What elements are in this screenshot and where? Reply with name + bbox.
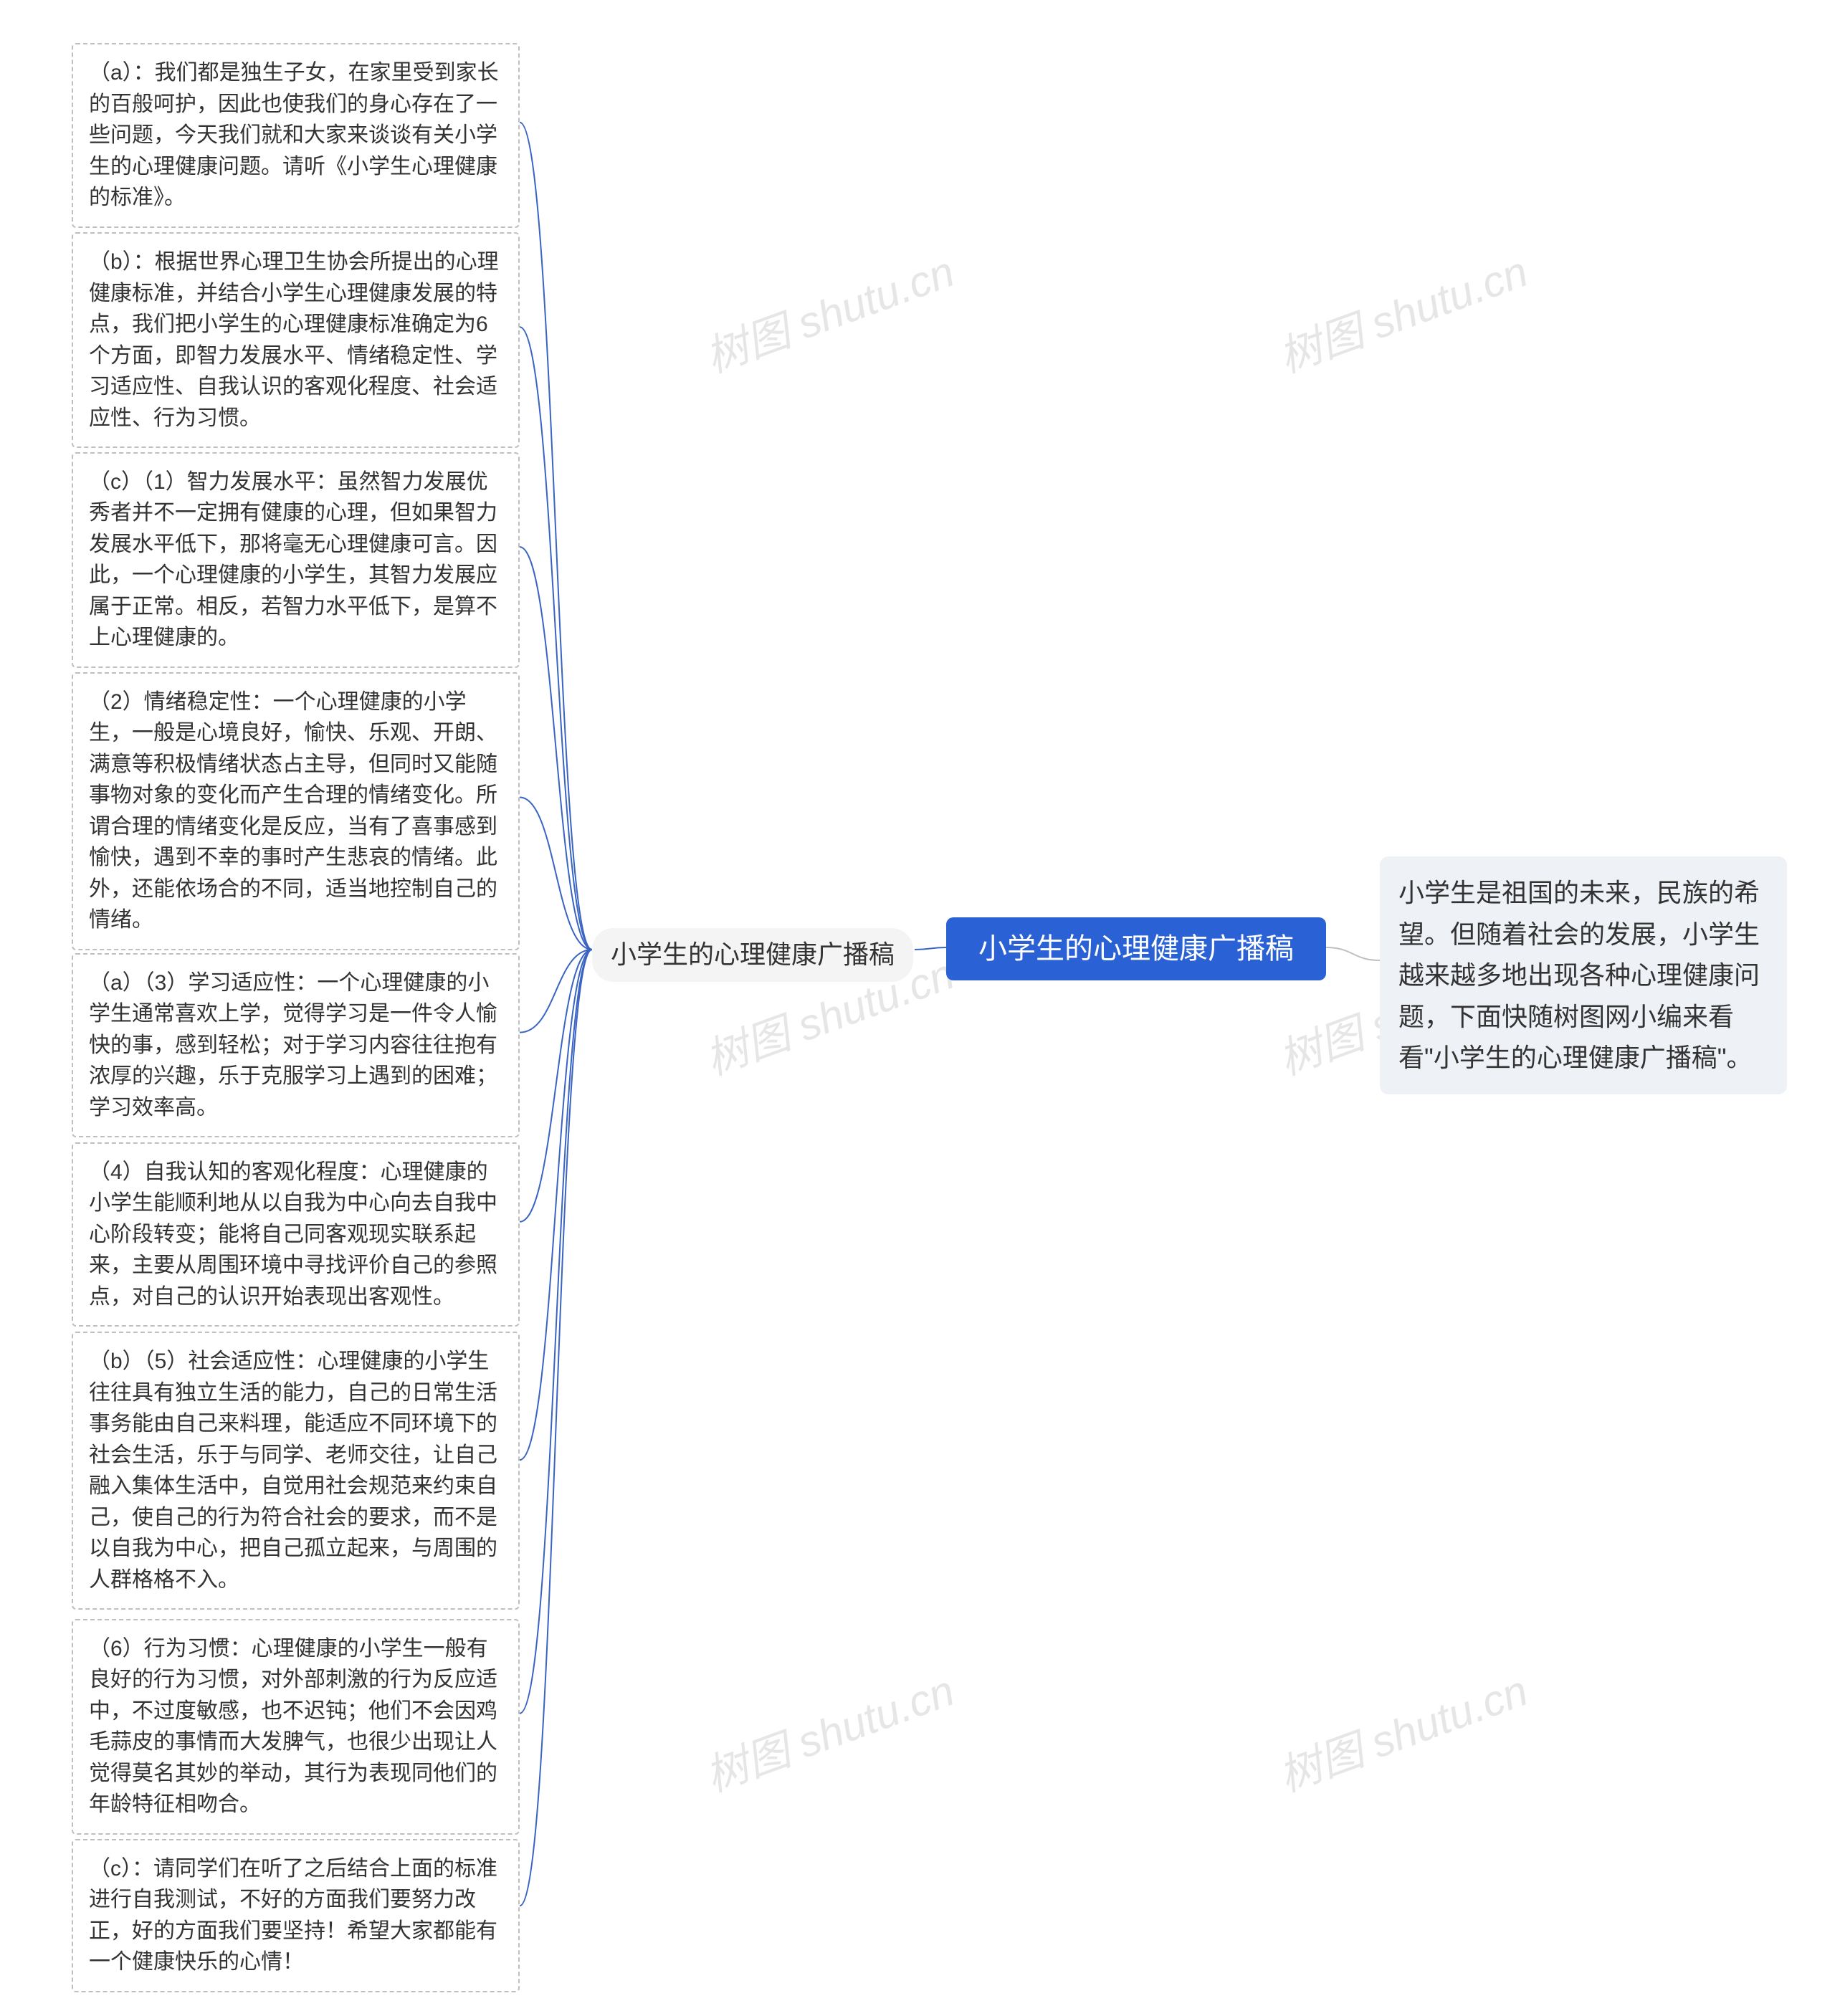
watermark: 树图 shutu.cn [695,1656,961,1804]
mid-node: 小学生的心理健康广播稿 [592,928,913,982]
leaf-node-b: （b）：根据世界心理卫生协会所提出的心理健康标准，并结合小学生心理健康发展的特点… [72,232,520,448]
leaf-node-c2: （2）情绪稳定性：一个心理健康的小学生，一般是心境良好，愉快、乐观、开朗、满意等… [72,672,520,950]
mindmap-canvas: 树图 shutu.cn 树图 shutu.cn 树图 shutu.cn 树图 shut… [0,0,1835,2016]
leaf-node-c1: （c）（1）智力发展水平：虽然智力发展优秀者并不一定拥有健康的心理，但如果智力发… [72,452,520,668]
leaf-node-d: （c）：请同学们在听了之后结合上面的标准进行自我测试，不好的方面我们要努力改正，… [72,1839,520,1992]
leaf-node-a: （a）：我们都是独生子女，在家里受到家长的百般呵护，因此也使我们的身心存在了一些… [72,43,520,228]
leaf-node-c6: （6）行为习惯：心理健康的小学生一般有良好的行为习惯，对外部刺激的行为反应适中，… [72,1619,520,1835]
center-node: 小学生的心理健康广播稿 [946,917,1326,980]
watermark: 树图 shutu.cn [1269,1656,1535,1804]
watermark: 树图 shutu.cn [695,237,961,385]
watermark: 树图 shutu.cn [1269,237,1535,385]
right-description: 小学生是祖国的未来，民族的希望。但随着社会的发展，小学生越来越多地出现各种心理健… [1380,856,1787,1094]
leaf-node-c3: （a）（3）学习适应性：一个心理健康的小学生通常喜欢上学，觉得学习是一件令人愉快… [72,953,520,1138]
leaf-node-c5: （b）（5）社会适应性：心理健康的小学生往往具有独立生活的能力，自己的日常生活事… [72,1332,520,1610]
leaf-node-c4: （4）自我认知的客观化程度：心理健康的小学生能顺利地从以自我为中心向去自我中心阶… [72,1142,520,1327]
